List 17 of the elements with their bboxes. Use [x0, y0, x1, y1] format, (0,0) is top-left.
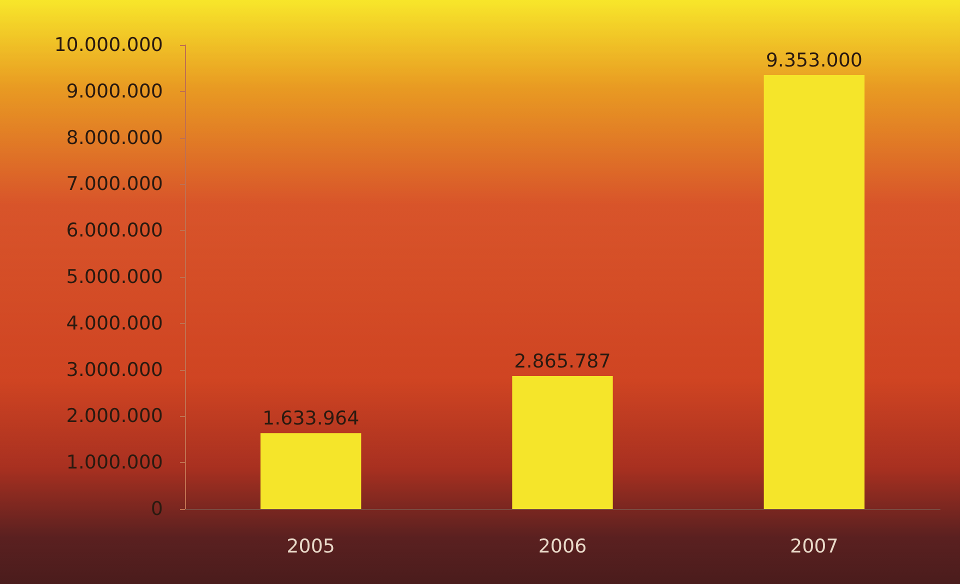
- y-tick-label: 7.000.000: [66, 173, 163, 196]
- y-tick-label: 8.000.000: [66, 126, 163, 149]
- x-tick-label: 2005: [286, 536, 336, 558]
- y-tick-label: 3.000.000: [66, 358, 163, 381]
- y-tick-label: 4.000.000: [66, 312, 163, 334]
- y-tick-label: 5.000.000: [66, 266, 163, 288]
- y-tick-label: 6.000.000: [66, 220, 163, 242]
- x-tick-label: 2006: [538, 536, 587, 558]
- y-tick-label: 10.000.000: [54, 34, 163, 56]
- data-label: 9.353.000: [766, 50, 863, 72]
- x-tick-label: 2007: [790, 536, 838, 558]
- data-label: 2.865.787: [514, 350, 611, 373]
- y-tick-label: 1.000.000: [66, 452, 163, 474]
- y-tick-label: 2.000.000: [66, 405, 163, 428]
- data-label: 1.633.964: [262, 408, 360, 430]
- y-tick-label: 9.000.000: [66, 80, 163, 102]
- y-tick-label: 0: [150, 498, 163, 520]
